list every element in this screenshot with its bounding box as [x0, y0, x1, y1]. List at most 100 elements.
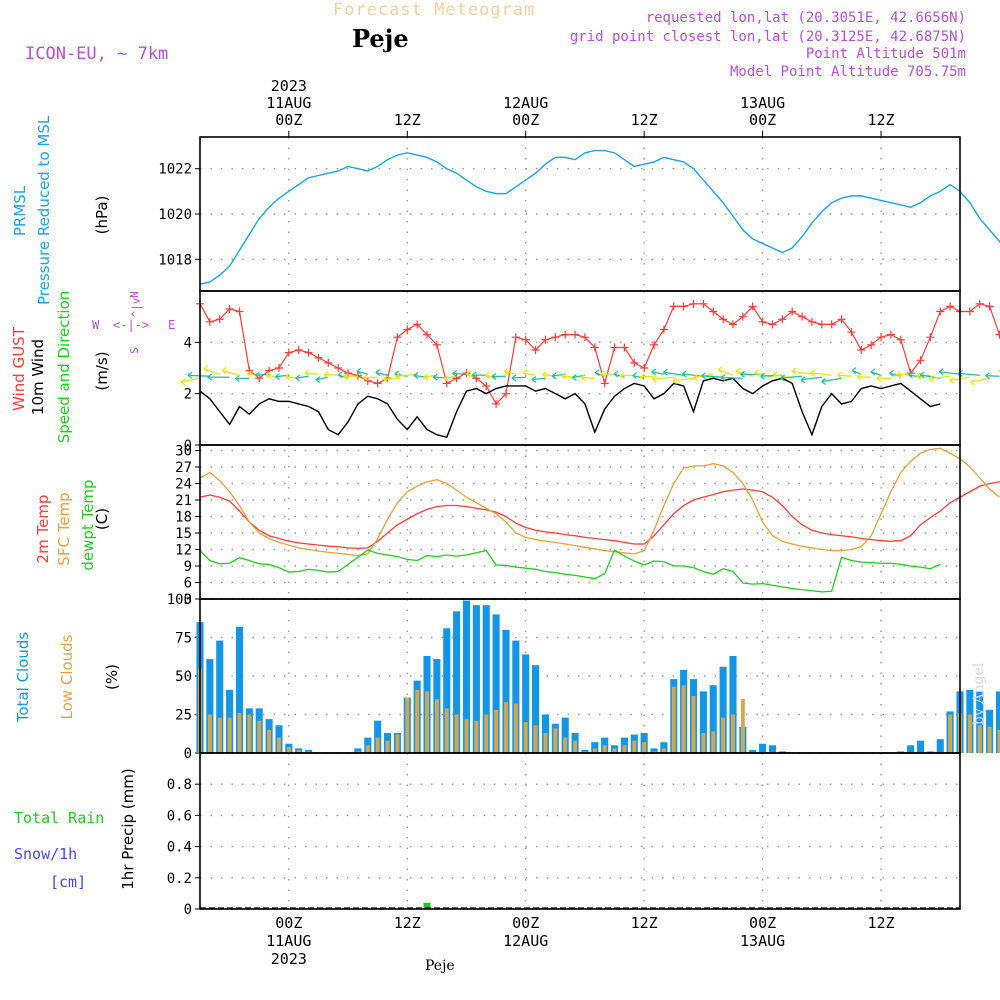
wind-arrow-head [619, 371, 625, 379]
low-cloud-bar [977, 725, 982, 753]
gust-point [837, 315, 846, 324]
low-cloud-bar [227, 717, 232, 753]
wind-direction-arrow [800, 376, 822, 381]
gust-point [294, 346, 303, 355]
wind-direction-arrow [452, 372, 467, 375]
wind-direction-arrow [304, 372, 319, 375]
low-cloud-bar [277, 737, 281, 753]
total-cloud-bar [235, 626, 244, 753]
wind-arrow-head [221, 367, 227, 375]
temperature-ytick-label: 18 [175, 510, 192, 526]
wind-arrow-head [432, 373, 438, 381]
wind10-series-line [199, 377, 941, 439]
compass-vertical: ^|v [129, 297, 143, 318]
gust-point [985, 302, 994, 311]
wind-arrow-head [837, 371, 843, 379]
total-cloud-bar [916, 740, 925, 753]
gust-point [571, 330, 580, 339]
low-cloud-bar [504, 702, 508, 753]
bottom-time-label: 00Z [512, 914, 539, 932]
wind-arrow-head [285, 373, 290, 381]
gust-point [284, 348, 293, 357]
low-cloud-bar [375, 737, 380, 753]
gust-point [689, 299, 698, 308]
bottom-time-label: 13AUG [740, 932, 785, 950]
pressure-panel-frame [199, 136, 961, 292]
wind-direction-arrow [780, 375, 803, 379]
wind-direction-arrow [929, 375, 951, 380]
wind-arrow-head [266, 371, 271, 379]
pressure-series-line [199, 149, 1000, 285]
gust-point [561, 330, 570, 339]
wind-arrow-head [908, 371, 913, 379]
total-cloud-bar [699, 691, 707, 753]
bottom-time-label: 00Z [275, 914, 302, 932]
wind-direction-arrow [504, 370, 516, 375]
low-cloud-bar [217, 717, 222, 753]
wind-arrow-head [531, 376, 537, 384]
wind-direction-arrow [908, 374, 921, 378]
watermark: by Angel [971, 662, 987, 725]
low-cloud-bar [573, 740, 578, 753]
low-cloud-bar [602, 745, 607, 753]
gust-point [659, 325, 668, 334]
total-cloud-bar [482, 605, 490, 753]
precip-ytick-label: 0.2 [167, 871, 192, 887]
wind-arrow-head [413, 372, 419, 379]
low-cloud-bar [642, 742, 647, 753]
total-cloud-bar [532, 665, 540, 753]
wind-ytick-label: 0 [184, 438, 192, 454]
bottom-time-label: 12Z [867, 914, 894, 932]
gust-point [975, 299, 984, 308]
temp-unit: (C) [93, 507, 111, 531]
wind-arrow-head [203, 365, 209, 373]
total-rain-label: Total Rain [14, 809, 105, 827]
wind-direction-arrow [247, 373, 260, 377]
low-cloud-bar [464, 719, 469, 753]
low-cloud-bar [415, 689, 420, 753]
bottom-time-label: 00Z [749, 914, 776, 932]
gust-point [413, 320, 422, 329]
total-cloud-bar [374, 720, 382, 753]
rain-bar [423, 902, 431, 909]
low-cloud-bar [948, 714, 953, 753]
location-title: Peje [352, 24, 409, 53]
low-cloud-bar [612, 748, 617, 753]
gust-point [995, 330, 1000, 339]
total-cloud-bar [709, 685, 717, 753]
wind-arrow-head [471, 371, 477, 379]
gust-point [728, 320, 737, 329]
wind-arrow-head [681, 370, 687, 378]
total-cloud-bar [462, 600, 471, 753]
wind-direction-arrow [939, 371, 961, 375]
total-cloud-bar [936, 739, 944, 753]
footer-location: Peje [425, 958, 455, 974]
low-cloud-bar [563, 737, 568, 753]
wind-arrow-head [315, 376, 321, 384]
low-cloud-bar [247, 714, 252, 753]
gust-point [482, 381, 491, 390]
gust-point [324, 358, 333, 367]
t2m-series-line [199, 481, 1000, 550]
low-cloud-bar [494, 709, 499, 753]
gust-point [590, 343, 599, 352]
total-cloud-bar [719, 666, 727, 753]
total-cloud-bar [650, 748, 658, 753]
wind-direction-arrow [203, 368, 220, 375]
gust-point [610, 343, 619, 352]
low-cloud-bar [513, 703, 518, 753]
wind-direction-arrow [736, 370, 753, 377]
wind-arrow-head [736, 367, 741, 375]
wind-panel-frame [199, 290, 961, 446]
low-cloud-bar [997, 729, 1000, 753]
clouds-unit: (%) [103, 664, 121, 690]
gust-point [452, 374, 461, 383]
wind-arrow-head [383, 375, 388, 383]
model-label: ICON-EU, ~ 7km [25, 44, 169, 64]
pressure-ytick-label: 1022 [158, 162, 192, 178]
wind-arrow-head [938, 368, 944, 376]
gust-point [965, 307, 974, 316]
gust-point [511, 333, 520, 342]
compass-s: S [127, 347, 141, 354]
top-time-label: 12AUG [503, 94, 548, 112]
